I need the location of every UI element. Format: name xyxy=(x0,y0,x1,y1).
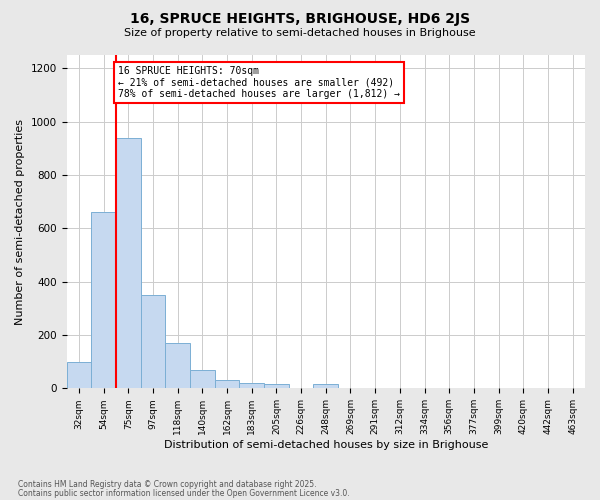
Bar xyxy=(91,212,116,388)
Text: Size of property relative to semi-detached houses in Brighouse: Size of property relative to semi-detach… xyxy=(124,28,476,38)
Bar xyxy=(190,370,215,388)
Bar xyxy=(313,384,338,388)
Bar xyxy=(215,380,239,388)
Bar xyxy=(67,362,91,388)
Text: Contains HM Land Registry data © Crown copyright and database right 2025.: Contains HM Land Registry data © Crown c… xyxy=(18,480,317,489)
Bar xyxy=(264,384,289,388)
Y-axis label: Number of semi-detached properties: Number of semi-detached properties xyxy=(15,118,25,324)
Text: Contains public sector information licensed under the Open Government Licence v3: Contains public sector information licen… xyxy=(18,489,350,498)
Text: 16 SPRUCE HEIGHTS: 70sqm
← 21% of semi-detached houses are smaller (492)
78% of : 16 SPRUCE HEIGHTS: 70sqm ← 21% of semi-d… xyxy=(118,66,400,99)
Text: 16, SPRUCE HEIGHTS, BRIGHOUSE, HD6 2JS: 16, SPRUCE HEIGHTS, BRIGHOUSE, HD6 2JS xyxy=(130,12,470,26)
Bar xyxy=(239,383,264,388)
Bar xyxy=(116,138,140,388)
Bar xyxy=(165,343,190,388)
X-axis label: Distribution of semi-detached houses by size in Brighouse: Distribution of semi-detached houses by … xyxy=(164,440,488,450)
Bar xyxy=(140,295,165,388)
